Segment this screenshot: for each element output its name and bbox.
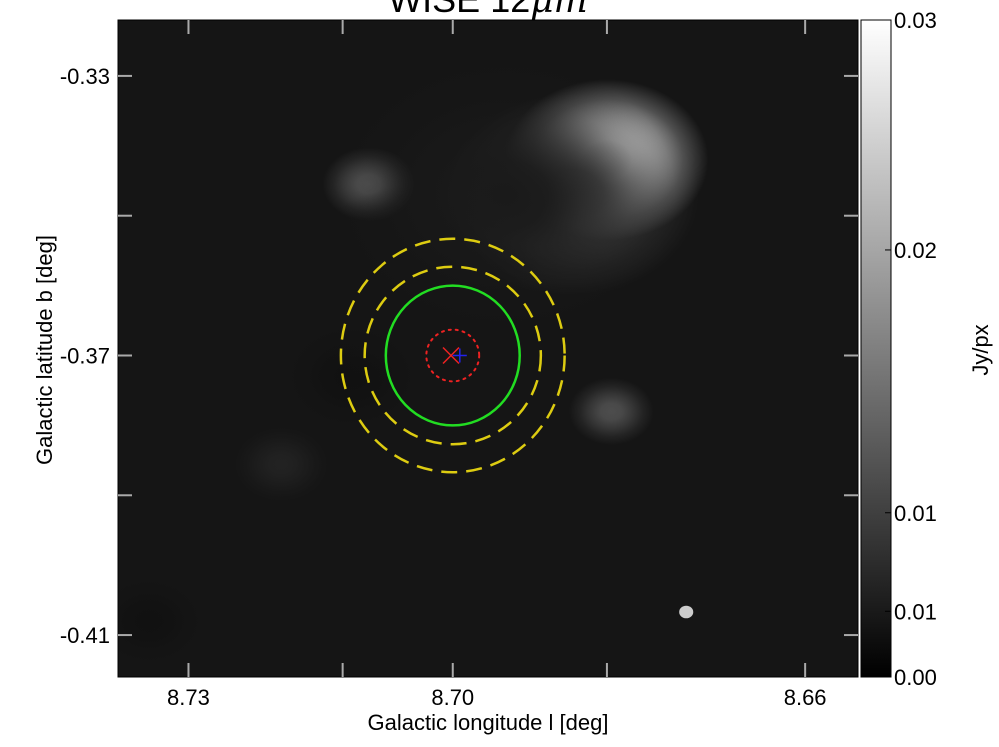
colorbar: 0.00 0.01 0.01 0.02 0.03 <box>860 8 937 690</box>
x-tick-label: 8.73 <box>167 685 210 710</box>
emission-source <box>118 579 202 664</box>
x-tick-label: 8.66 <box>784 685 827 710</box>
colorbar-frame <box>860 19 892 678</box>
colorbar-tick-label: 0.00 <box>894 665 937 690</box>
peak-position <box>452 348 467 363</box>
colorbar-label: Jy/px <box>968 324 993 375</box>
plot-frame <box>117 19 859 678</box>
y-tick-label: -0.37 <box>60 343 110 368</box>
background-annulus-inner <box>363 265 543 446</box>
background-annulus-outer <box>339 237 566 474</box>
source-aperture <box>384 284 521 427</box>
chart-title-unit: μm <box>530 0 588 21</box>
chart-title-text: WISE 12 <box>388 0 530 20</box>
colorbar-tick-label: 0.03 <box>894 8 937 33</box>
colorbar-tick-label: 0.01 <box>894 599 937 624</box>
chart-title: WISE 12μm <box>388 0 588 21</box>
axis-ticks: 8.73 8.70 8.66 -0.33 -0.37 -0.41 <box>60 20 858 710</box>
emission-source <box>336 60 675 329</box>
overlay-markers <box>339 237 694 619</box>
image-area <box>118 20 858 677</box>
colorbar-tick-label: 0.01 <box>894 501 937 526</box>
catalog-center <box>442 346 460 365</box>
emission-image <box>118 20 858 677</box>
y-tick-label: -0.41 <box>60 623 110 648</box>
beam-size <box>679 605 694 619</box>
y-tick-label: -0.33 <box>60 64 110 89</box>
x-tick-label: 8.70 <box>431 685 474 710</box>
colorbar-gradient <box>861 20 891 677</box>
y-axis-label: Galactic latitude b [deg] <box>32 235 57 465</box>
emission-source <box>234 427 328 502</box>
emission-source <box>569 377 654 445</box>
colorbar-tick-label: 0.02 <box>894 238 937 263</box>
x-axis-label: Galactic longitude l [deg] <box>368 710 609 735</box>
catalog-position <box>425 328 481 383</box>
colorbar-ticks: 0.00 0.01 0.01 0.02 0.03 <box>885 8 937 690</box>
